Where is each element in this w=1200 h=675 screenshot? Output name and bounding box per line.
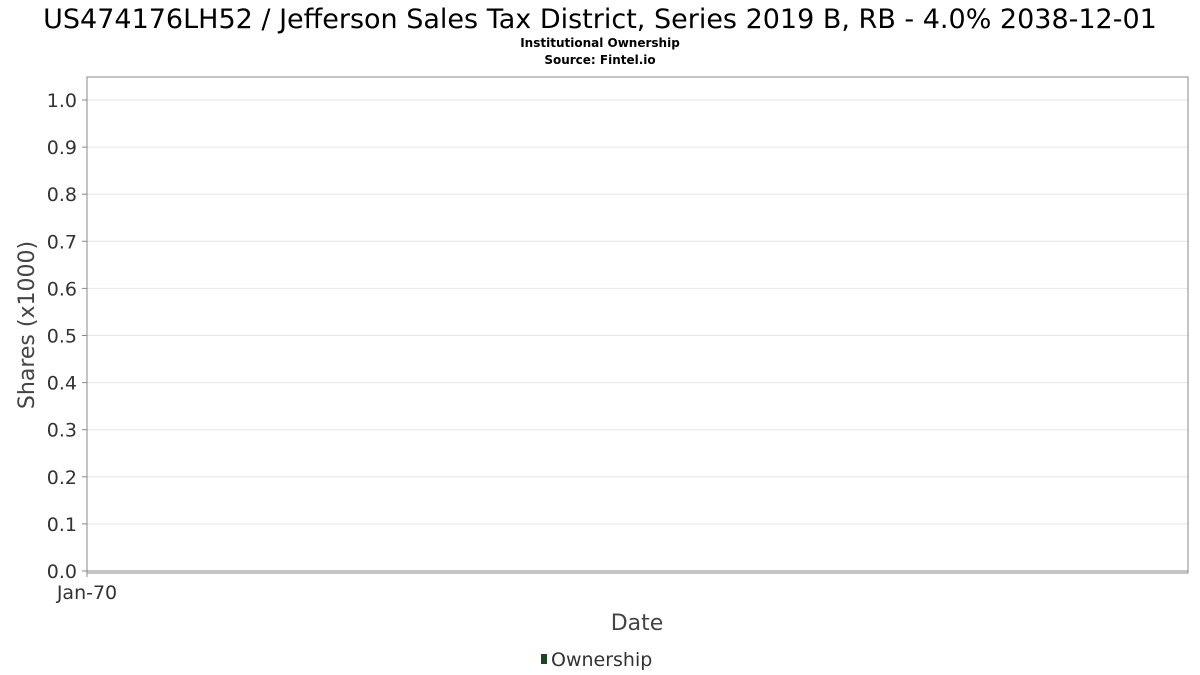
y-axis-label: Shares (x1000)	[15, 241, 40, 409]
y-tick-label: 0.1	[47, 514, 77, 536]
y-tick-label: 0.0	[47, 561, 77, 583]
y-tick-label: 0.7	[47, 231, 77, 253]
y-tick-label: 0.6	[47, 278, 77, 300]
y-tick-label: 0.3	[47, 420, 77, 442]
y-tick-label: 0.5	[47, 326, 77, 348]
legend: Ownership	[541, 649, 652, 671]
grid-lines	[87, 99, 1188, 572]
legend-label-ownership: Ownership	[551, 649, 652, 671]
x-axis-label: Date	[611, 611, 664, 636]
legend-swatch-ownership	[541, 654, 547, 664]
x-tick-label: Jan-70	[56, 582, 117, 604]
chart-subtitle: Institutional Ownership	[520, 36, 680, 50]
y-tick-label: 1.0	[47, 90, 77, 112]
y-tick-label: 0.4	[47, 373, 77, 395]
chart-title: US474176LH52 / Jefferson Sales Tax Distr…	[43, 4, 1157, 35]
y-tick-label: 0.2	[47, 467, 77, 489]
x-axis-ticks: Jan-70	[56, 573, 117, 604]
plot-area	[86, 76, 1189, 574]
y-axis-ticks: 0.0 0.1 0.2 0.3 0.4 0.5 0.6 0.7 0.8 0.9 1.0	[47, 90, 87, 583]
y-tick-label: 0.9	[47, 137, 77, 159]
y-tick-label: 0.8	[47, 184, 77, 206]
chart-source: Source: Fintel.io	[544, 53, 655, 67]
